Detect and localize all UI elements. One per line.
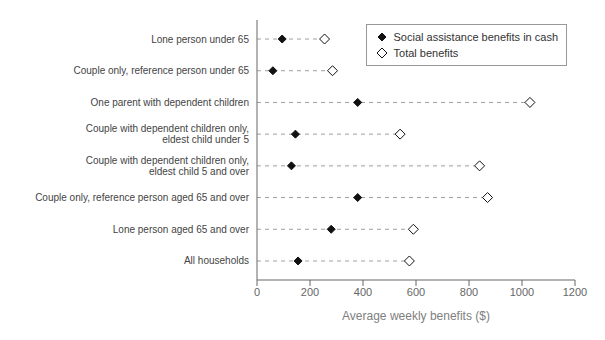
svg-text:One parent with dependent chil: One parent with dependent children <box>91 97 249 108</box>
svg-text:1000: 1000 <box>510 286 534 298</box>
html-text:Social assistance benefits in: Social assistance benefits in cash <box>393 31 558 43</box>
html-text:Total benefits: Total benefits <box>393 47 459 59</box>
svg-text:600: 600 <box>407 286 425 298</box>
svg-text:1200: 1200 <box>563 286 587 298</box>
svg-text:Couple only, reference person: Couple only, reference person under 65 <box>74 65 250 76</box>
svg-text:0: 0 <box>254 286 260 298</box>
svg-text:200: 200 <box>301 286 319 298</box>
svg-text:Couple with dependent children: Couple with dependent children only,elde… <box>86 123 250 145</box>
svg-text:Lone person under 65: Lone person under 65 <box>151 34 249 45</box>
svg-text:Couple with dependent children: Couple with dependent children only,elde… <box>86 155 250 178</box>
svg-text:Lone person aged 65 and over: Lone person aged 65 and over <box>113 224 250 235</box>
svg-text:400: 400 <box>354 286 372 298</box>
svg-text:800: 800 <box>460 286 478 298</box>
svg-text:Couple only, reference person: Couple only, reference person aged 65 an… <box>35 192 250 203</box>
svg-text:Average weekly benefits ($): Average weekly benefits ($) <box>342 309 490 323</box>
svg-text:All households: All households <box>184 255 249 266</box>
